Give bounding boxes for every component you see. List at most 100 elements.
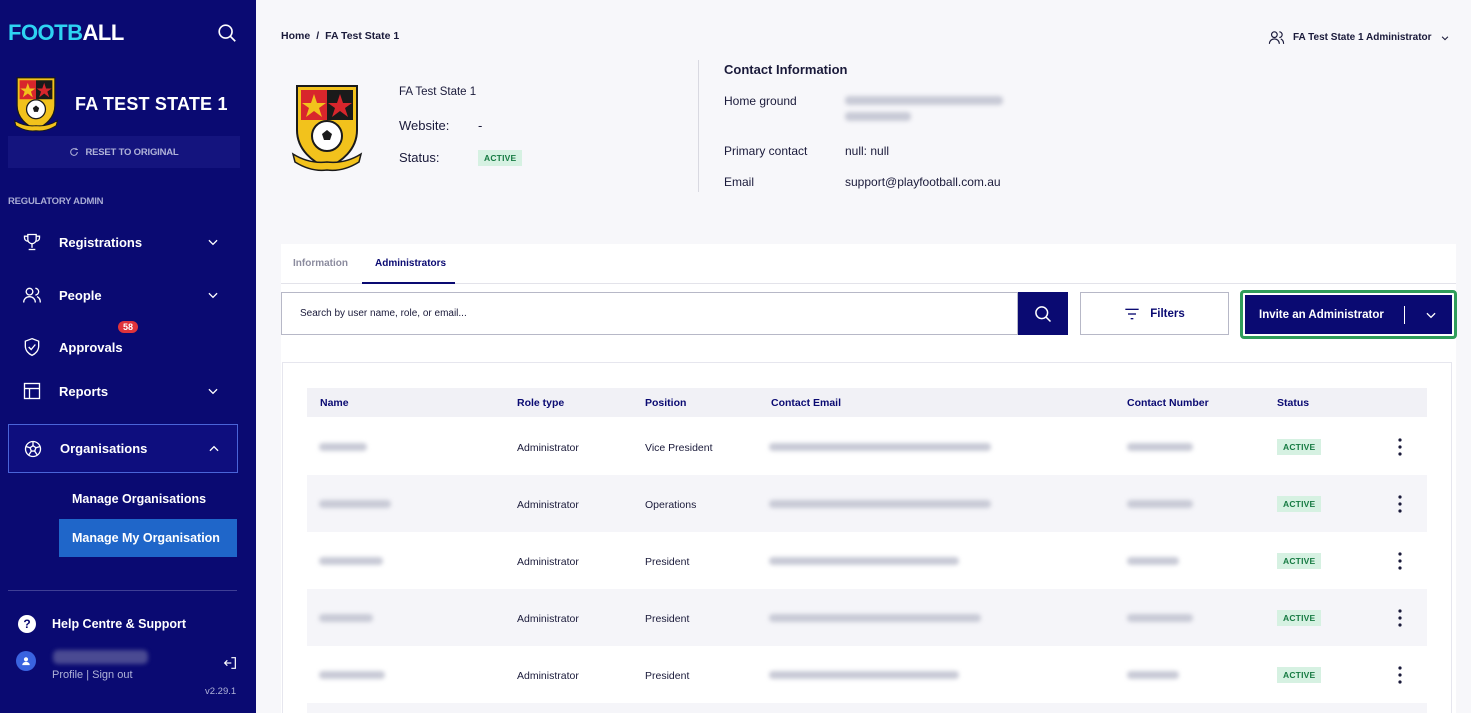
contact-info-title: Contact Information bbox=[724, 62, 848, 77]
sidebar-item-organisations[interactable]: Organisations bbox=[8, 424, 238, 473]
cell-role: Administrator bbox=[517, 556, 579, 568]
more-options-icon[interactable] bbox=[1398, 438, 1402, 456]
cell-status: ACTIVE bbox=[1277, 439, 1322, 455]
sidebar-item-approvals[interactable]: Approvals 58 bbox=[8, 321, 238, 367]
table-row[interactable]: Administrator Vice President ACTIVE bbox=[307, 418, 1427, 475]
football-icon bbox=[24, 440, 42, 457]
cell-phone-redacted bbox=[1127, 670, 1179, 682]
status-badge-text: ACTIVE bbox=[1277, 610, 1322, 626]
shield-check-icon bbox=[24, 337, 40, 357]
more-options-icon[interactable] bbox=[1398, 609, 1402, 627]
primary-contact-label: Primary contact bbox=[724, 144, 808, 158]
home-ground-value-redacted bbox=[845, 96, 1003, 121]
status-badge: ACTIVE bbox=[478, 148, 523, 166]
reset-label: RESET TO ORIGINAL bbox=[85, 146, 179, 158]
administrators-table bbox=[282, 362, 1452, 713]
column-header-position[interactable]: Position bbox=[645, 397, 687, 409]
cell-email-redacted bbox=[769, 442, 991, 454]
invite-administrator-button[interactable]: Invite an Administrator bbox=[1245, 295, 1452, 334]
status-badge-text: ACTIVE bbox=[1277, 553, 1322, 569]
users-icon bbox=[1268, 31, 1285, 44]
search-input[interactable]: Search by user name, role, or email... bbox=[281, 292, 1018, 335]
table-header bbox=[307, 388, 1427, 417]
brand-logo[interactable]: FOOTBALL bbox=[8, 20, 124, 46]
cell-name-redacted bbox=[319, 556, 383, 568]
help-centre-link[interactable]: ? Help Centre & Support bbox=[18, 615, 186, 633]
cell-name-redacted bbox=[319, 670, 385, 682]
chevron-down-icon bbox=[1441, 35, 1448, 40]
tab-bar: Information Administrators bbox=[281, 244, 1456, 284]
column-header-role[interactable]: Role type bbox=[517, 397, 565, 409]
sidebar-item-label: Registrations bbox=[59, 234, 143, 250]
org-crest-icon bbox=[291, 85, 363, 172]
breadcrumb-home[interactable]: Home bbox=[281, 30, 311, 42]
chevron-up-icon bbox=[209, 445, 219, 451]
table-row[interactable]: Administrator President ACTIVE bbox=[307, 589, 1427, 646]
cell-status: ACTIVE bbox=[1277, 610, 1322, 626]
profile-signout-links[interactable]: Profile | Sign out bbox=[52, 669, 133, 681]
sidebar-item-registrations[interactable]: Registrations bbox=[8, 222, 238, 262]
cell-position: President bbox=[645, 556, 690, 568]
cell-position: Operations bbox=[645, 499, 697, 511]
header-divider bbox=[698, 60, 699, 192]
search-button[interactable] bbox=[1018, 292, 1068, 335]
chevron-down-icon bbox=[208, 292, 218, 299]
status-label: Status: bbox=[399, 150, 440, 165]
cell-position: Vice President bbox=[645, 442, 713, 454]
primary-contact-value: null: null bbox=[845, 144, 890, 158]
search-placeholder: Search by user name, role, or email... bbox=[300, 308, 467, 319]
cell-position: President bbox=[645, 670, 690, 682]
more-options-icon[interactable] bbox=[1398, 552, 1402, 570]
cell-email-redacted bbox=[769, 499, 991, 511]
cell-role: Administrator bbox=[517, 442, 579, 454]
more-options-icon[interactable] bbox=[1398, 495, 1402, 513]
status-badge-text: ACTIVE bbox=[1277, 667, 1322, 683]
help-icon: ? bbox=[18, 615, 36, 633]
filters-button[interactable]: Filters bbox=[1080, 292, 1229, 335]
cell-status: ACTIVE bbox=[1277, 667, 1322, 683]
org-crest-icon bbox=[13, 77, 59, 132]
table-row bbox=[307, 703, 1427, 713]
home-ground-label: Home ground bbox=[724, 94, 797, 108]
sidebar-item-people[interactable]: People bbox=[8, 275, 238, 315]
filter-icon bbox=[1125, 308, 1139, 319]
section-label: REGULATORY ADMIN bbox=[8, 196, 104, 207]
chevron-down-icon[interactable] bbox=[1424, 308, 1438, 322]
breadcrumb: Home / FA Test State 1 bbox=[281, 30, 399, 42]
sidebar-item-reports[interactable]: Reports bbox=[8, 371, 238, 411]
sidebar-divider bbox=[8, 590, 237, 591]
sidebar-org-name: FA TEST STATE 1 bbox=[75, 94, 228, 114]
breadcrumb-current: FA Test State 1 bbox=[325, 30, 400, 42]
user-menu[interactable]: FA Test State 1 Administrator bbox=[1268, 29, 1450, 46]
table-row[interactable]: Administrator President ACTIVE bbox=[307, 532, 1427, 589]
tab-information[interactable]: Information bbox=[293, 258, 348, 269]
column-header-status[interactable]: Status bbox=[1277, 397, 1310, 409]
email-label: Email bbox=[724, 175, 755, 189]
cell-role: Administrator bbox=[517, 499, 579, 511]
invite-administrator-focus-ring: Invite an Administrator bbox=[1240, 290, 1457, 339]
reset-to-original-button[interactable]: RESET TO ORIGINAL bbox=[8, 136, 240, 168]
sidebar-item-label: People bbox=[59, 287, 102, 303]
column-header-phone[interactable]: Contact Number bbox=[1127, 397, 1209, 409]
avatar bbox=[16, 651, 36, 671]
sign-out-icon[interactable] bbox=[222, 655, 238, 671]
more-options-icon[interactable] bbox=[1398, 666, 1402, 684]
help-label: Help Centre & Support bbox=[52, 617, 187, 631]
column-header-name[interactable]: Name bbox=[320, 397, 349, 409]
refresh-icon bbox=[70, 147, 79, 156]
website-value: - bbox=[478, 118, 483, 133]
tab-administrators[interactable]: Administrators bbox=[375, 258, 447, 269]
column-header-email[interactable]: Contact Email bbox=[771, 397, 842, 409]
user-icon bbox=[22, 657, 30, 666]
approvals-count-badge: 58 bbox=[118, 321, 139, 333]
sidebar-subitem-manage-my-organisation[interactable]: Manage My Organisation bbox=[59, 519, 237, 557]
reports-icon bbox=[23, 382, 41, 400]
org-title: FA Test State 1 bbox=[399, 86, 477, 98]
cell-name-redacted bbox=[319, 442, 367, 454]
search-icon[interactable] bbox=[216, 22, 238, 44]
sidebar-subitem-manage-organisations[interactable]: Manage Organisations bbox=[72, 492, 207, 506]
table-row[interactable]: Administrator Operations ACTIVE bbox=[307, 475, 1427, 532]
table-row[interactable]: Administrator President ACTIVE bbox=[307, 646, 1427, 703]
email-value[interactable]: support@playfootball.com.au bbox=[845, 175, 1001, 189]
website-label: Website: bbox=[399, 118, 450, 133]
